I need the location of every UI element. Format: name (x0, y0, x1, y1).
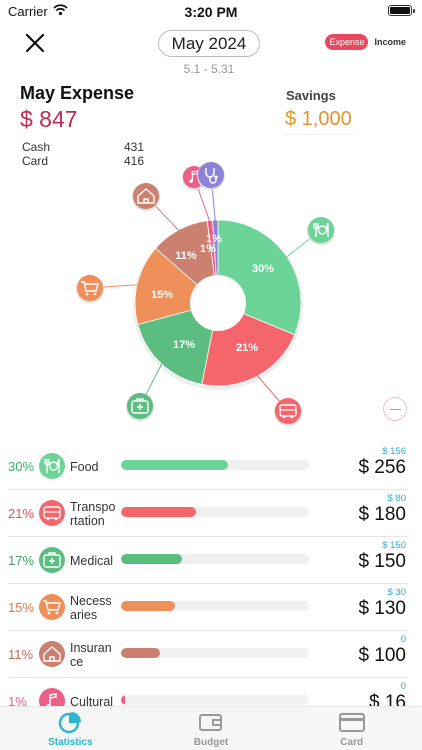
category-name: Medical (70, 553, 114, 568)
category-amount: $ 100 (358, 645, 406, 666)
month-selector[interactable]: May 2024 (158, 30, 260, 57)
slice-label: 15% (151, 289, 173, 301)
category-progress-fill (121, 648, 161, 658)
category-percent: 1% (8, 694, 27, 707)
category-budget: 0 (400, 681, 406, 692)
category-amount: $ 180 (358, 504, 406, 525)
category-progress (121, 601, 309, 611)
category-progress-fill (121, 507, 196, 517)
stethoscope-icon[interactable] (197, 162, 225, 190)
donut-hole (190, 275, 246, 331)
close-icon[interactable] (24, 32, 46, 54)
category-row[interactable]: 17% Medical $ 150 $ 150 (8, 537, 408, 584)
expense-total: $ 847 (20, 106, 78, 132)
tab-budget[interactable]: Budget (141, 707, 282, 750)
music-icon (39, 688, 65, 707)
tab-label: Budget (193, 737, 229, 748)
house-icon (39, 641, 65, 667)
food-icon (39, 453, 65, 479)
card-icon (338, 713, 365, 732)
expense-income-toggle: Expense Income (325, 34, 408, 50)
category-amount: $ 16 (369, 692, 406, 707)
date-range: 5.1 - 5.31 (183, 62, 235, 76)
tab-statistics[interactable]: Statistics (0, 707, 141, 750)
category-percent: 17% (8, 553, 35, 568)
savings-label: Savings (286, 88, 336, 103)
category-percent: 30% (8, 459, 35, 474)
category-amount: $ 256 (358, 457, 406, 478)
category-progress-fill (121, 554, 182, 564)
tab-label: Card (340, 737, 364, 748)
category-budget: $ 156 (382, 446, 406, 457)
payment-cash: Cash 431 (22, 140, 144, 154)
tab-label: Statistics (48, 737, 93, 748)
category-progress-fill (121, 460, 229, 470)
cart-icon[interactable] (76, 275, 104, 303)
pie-chart-icon (59, 712, 82, 734)
medical-icon[interactable] (126, 393, 154, 421)
income-tab[interactable]: Income (374, 37, 406, 47)
house-icon[interactable] (132, 183, 160, 211)
category-row[interactable]: 11% Insuran ce 0 $ 100 (8, 631, 408, 678)
food-icon[interactable] (307, 217, 335, 245)
slice-label: 21% (236, 342, 258, 354)
category-budget: 0 (400, 634, 406, 645)
expense-tab[interactable]: Expense (325, 34, 369, 50)
carrier-label: Carrier (8, 4, 48, 19)
category-progress (121, 648, 309, 658)
expense-donut-chart[interactable]: 30%21%17%15%11%1%1% (0, 150, 422, 440)
category-name: Necess aries (70, 593, 112, 622)
category-budget: $ 80 (387, 493, 407, 504)
category-amount: $ 150 (358, 551, 406, 572)
wifi-icon (53, 4, 68, 16)
category-row[interactable]: 21% Transpo rtation $ 80 $ 180 (8, 490, 408, 537)
wallet-icon (199, 714, 222, 731)
category-name: Food (70, 459, 99, 474)
category-row[interactable]: 15% Necess aries $ 30 $ 130 (8, 584, 408, 631)
medical-icon (39, 547, 65, 573)
expense-title: May Expense (20, 83, 135, 103)
category-row[interactable]: 1% Cultural 0 $ 16 (8, 678, 408, 707)
category-percent: 21% (8, 506, 35, 521)
bus-icon[interactable] (274, 398, 302, 426)
pie-slice[interactable] (137, 302, 219, 385)
category-percent: 11% (8, 647, 34, 662)
category-name: Insuran ce (70, 640, 112, 669)
tab-bar: Statistics Budget Card (0, 706, 422, 750)
payment-label: Card (22, 154, 49, 168)
category-list: 30% Food $ 156 $ 256 21% Transpo rtation $ 80 $ … (0, 443, 422, 707)
battery-icon (388, 5, 415, 16)
slice-label: 1% (206, 233, 222, 245)
category-percent: 15% (8, 600, 35, 615)
status-bar: Carrier 3:20 PM (0, 0, 422, 22)
slice-label: 17% (173, 339, 195, 351)
slice-label: 30% (252, 263, 274, 275)
category-progress (121, 460, 309, 470)
savings-amount: $ 1,000 (283, 108, 354, 135)
category-row[interactable]: 30% Food $ 156 $ 256 (8, 443, 408, 490)
status-time: 3:20 PM (184, 4, 238, 20)
slice-label: 11% (175, 250, 197, 262)
category-name: Cultural (70, 694, 114, 708)
bus-icon (39, 500, 65, 526)
payment-value: 416 (123, 154, 144, 168)
category-budget: $ 30 (387, 587, 407, 598)
payment-label: Cash (22, 140, 51, 154)
cart-icon (39, 594, 65, 620)
payment-card: Card 416 (22, 154, 144, 168)
category-name: Transpo rtation (70, 499, 116, 528)
category-progress-fill (121, 601, 175, 611)
category-progress (121, 554, 309, 564)
category-progress-fill (121, 695, 125, 705)
category-progress (121, 507, 309, 517)
category-budget: $ 150 (382, 540, 406, 551)
tab-card[interactable]: Card (281, 707, 422, 750)
category-amount: $ 130 (358, 598, 406, 619)
slice-label: 1% (200, 243, 216, 255)
category-progress (121, 695, 309, 705)
collapse-chart-button[interactable] (383, 397, 407, 421)
payment-value: 431 (123, 140, 144, 154)
